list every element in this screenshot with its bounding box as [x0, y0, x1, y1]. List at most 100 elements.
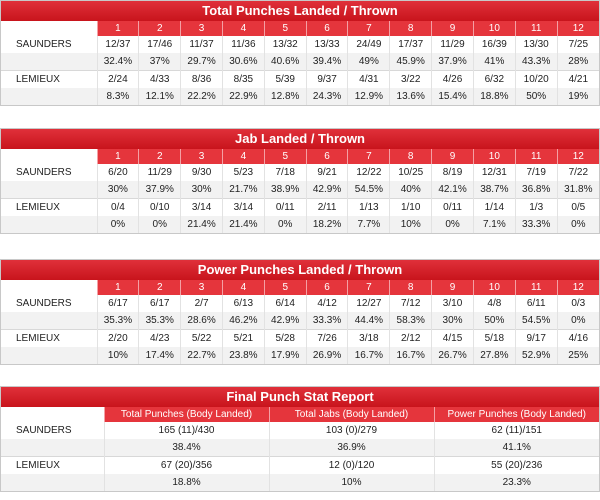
stat-cell: 55 (20)/236	[433, 456, 599, 474]
stat-cell: 2/7	[180, 295, 223, 312]
stat-cell: 17/37	[389, 36, 432, 53]
total-punches-body: SAUNDERS 12/37 17/46 11/37 11/36 13/32 13/33 24…	[1, 36, 599, 105]
stat-cell: 13/30	[514, 36, 558, 53]
percent-cell: 22.2%	[180, 88, 223, 105]
final-column-header: Total Jabs (Body Landed)	[268, 407, 434, 422]
stat-cell: 1/14	[472, 198, 516, 216]
percent-cell: 43.3%	[514, 53, 558, 71]
percent-cell: 41.1%	[433, 439, 599, 457]
percent-cell: 38.4%	[103, 439, 269, 457]
fighter-name	[1, 474, 104, 491]
stat-cell: 2/12	[389, 329, 432, 347]
stat-cell: 24/49	[347, 36, 390, 53]
percent-cell: 7.1%	[472, 216, 516, 233]
percent-cell: 26.7%	[431, 347, 474, 364]
fighter-percent-row: 38.4% 36.9% 41.1%	[1, 439, 599, 457]
stat-cell: 3/14	[221, 198, 265, 216]
percent-cell: 25%	[556, 347, 599, 364]
percent-cell: 45.9%	[389, 53, 432, 71]
percent-cell: 50%	[472, 312, 516, 330]
stat-cell: 1/10	[389, 198, 432, 216]
stat-cell: 0/11	[431, 198, 474, 216]
percent-cell: 29.7%	[180, 53, 223, 71]
stat-cell: 2/20	[96, 329, 139, 347]
fighter-percent-row: 35.3% 35.3% 28.6% 46.2% 42.9% 33.3% 44.4% 58.3%…	[1, 312, 599, 330]
final-report-body: SAUNDERS 165 (11)/430 103 (0)/279 62 (11)/1…	[1, 422, 599, 491]
stat-cell: 6/20	[96, 164, 139, 181]
percent-cell: 12.1%	[138, 88, 181, 105]
fighter-name	[1, 439, 104, 457]
jab-section: Jab Landed / Thrown 1 2 3 4 5 6 7 8 9 10…	[0, 128, 600, 234]
header-blank	[1, 21, 97, 36]
stat-cell: 13/32	[263, 36, 307, 53]
header-blank	[1, 407, 104, 422]
percent-cell: 41%	[472, 53, 516, 71]
stat-cell: 5/28	[263, 329, 307, 347]
percent-cell: 42.9%	[305, 181, 348, 199]
stat-cell: 2/11	[305, 198, 348, 216]
percent-cell: 21.4%	[221, 216, 265, 233]
round-header: 6	[305, 280, 348, 295]
power-punches-body: SAUNDERS 6/17 6/17 2/7 6/13 6/14 4/12 12/27 7/12…	[1, 295, 599, 364]
final-report-title: Final Punch Stat Report	[1, 387, 599, 407]
percent-cell: 10%	[96, 347, 139, 364]
percent-cell: 35.3%	[96, 312, 139, 330]
stat-cell: 8/36	[180, 70, 223, 88]
stat-cell: 11/36	[221, 36, 265, 53]
round-header-row: 1 2 3 4 5 6 7 8 9 10 11 12	[1, 280, 599, 295]
stat-cell: 7/25	[556, 36, 599, 53]
percent-cell: 32.4%	[96, 53, 139, 71]
fighter-percent-row: 8.3% 12.1% 22.2% 22.9% 12.8% 24.3% 12.9% 13.6% 1…	[1, 88, 599, 105]
stat-cell: 4/21	[556, 70, 599, 88]
percent-cell: 18.8%	[472, 88, 516, 105]
percent-cell: 37%	[138, 53, 181, 71]
percent-cell: 15.4%	[431, 88, 474, 105]
stat-cell: 6/13	[221, 295, 265, 312]
jab-body: SAUNDERS 6/20 11/29 9/30 5/23 7/18 9/21 12/22 10…	[1, 164, 599, 233]
stat-cell: 6/14	[263, 295, 307, 312]
fighter-count-row: LEMIEUX 2/20 4/23 5/22 5/21 5/28 7/26 3/18 2/12 4…	[1, 329, 599, 347]
fighter-name	[1, 181, 97, 199]
final-column-header: Total Punches (Body Landed)	[103, 407, 269, 422]
stat-cell: 1/3	[514, 198, 558, 216]
stat-cell: 4/15	[431, 329, 474, 347]
fighter-name	[1, 216, 97, 233]
fighter-percent-row: 18.8% 10% 23.3%	[1, 474, 599, 491]
percent-cell: 38.9%	[263, 181, 307, 199]
fighter-count-row: SAUNDERS 165 (11)/430 103 (0)/279 62 (11)/1…	[1, 422, 599, 439]
fighter-name: LEMIEUX	[1, 70, 97, 88]
final-report-section: Final Punch Stat Report Total Punches (B…	[0, 386, 600, 492]
percent-cell: 27.8%	[472, 347, 516, 364]
percent-cell: 40%	[389, 181, 432, 199]
fighter-percent-row: 32.4% 37% 29.7% 30.6% 40.6% 39.4% 49% 45.9% 37.9…	[1, 53, 599, 71]
stat-cell: 6/11	[514, 295, 558, 312]
stat-cell: 7/22	[556, 164, 599, 181]
percent-cell: 13.6%	[389, 88, 432, 105]
final-report-table: Total Punches (Body Landed) Total Jabs (…	[1, 407, 599, 491]
jab-table: 1 2 3 4 5 6 7 8 9 10 11 12 SAUNDERS 6/20 1…	[1, 149, 599, 233]
percent-cell: 23.8%	[221, 347, 265, 364]
percent-cell: 0%	[431, 216, 474, 233]
percent-cell: 30.6%	[221, 53, 265, 71]
percent-cell: 21.4%	[180, 216, 223, 233]
round-header: 3	[180, 280, 223, 295]
fighter-name: SAUNDERS	[1, 164, 97, 181]
fighter-count-row: LEMIEUX 2/24 4/33 8/36 8/35 5/39 9/37 4/31 3/22 4…	[1, 70, 599, 88]
stat-cell: 2/24	[96, 70, 139, 88]
fighter-count-row: SAUNDERS 6/20 11/29 9/30 5/23 7/18 9/21 12/22 10…	[1, 164, 599, 181]
stat-cell: 0/4	[96, 198, 139, 216]
fighter-name: SAUNDERS	[1, 295, 97, 312]
header-blank	[1, 149, 97, 164]
stat-cell: 10/20	[514, 70, 558, 88]
percent-cell: 23.3%	[433, 474, 599, 491]
percent-cell: 12.8%	[263, 88, 307, 105]
percent-cell: 10%	[268, 474, 434, 491]
percent-cell: 18.8%	[103, 474, 269, 491]
stat-cell: 12/27	[347, 295, 390, 312]
percent-cell: 28%	[556, 53, 599, 71]
fighter-name: LEMIEUX	[1, 329, 97, 347]
percent-cell: 42.9%	[263, 312, 307, 330]
percent-cell: 0%	[556, 216, 599, 233]
stat-cell: 0/11	[263, 198, 307, 216]
percent-cell: 30%	[96, 181, 139, 199]
